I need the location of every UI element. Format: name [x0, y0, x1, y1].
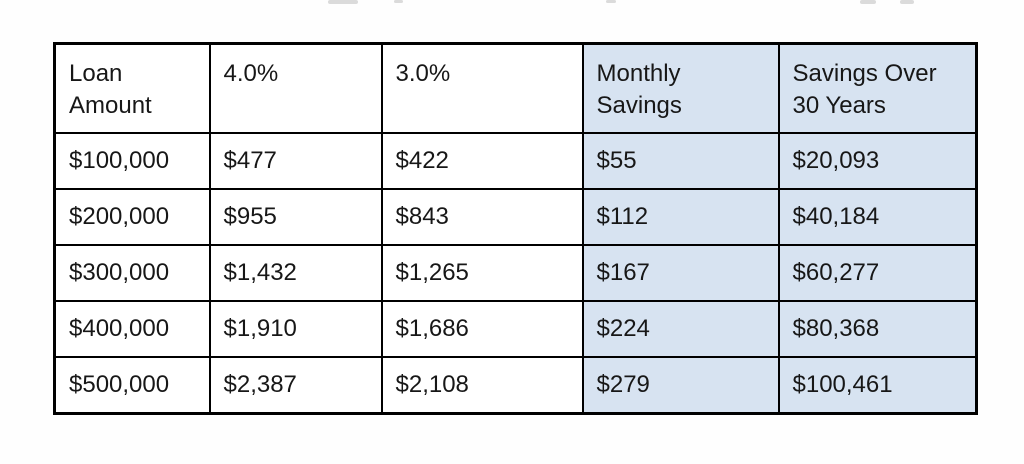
table-cell: $224 — [581, 300, 780, 358]
table-header-row: Loan Amount 4.0% 3.0% Monthly Savings Saving… — [53, 42, 978, 134]
table-cell: $167 — [581, 244, 780, 302]
table-cell: $55 — [581, 132, 780, 190]
table-row: $400,000 $1,910 $1,686 $224 $80,368 — [53, 300, 978, 358]
table-cell: $500,000 — [53, 356, 211, 414]
column-header-monthly-savings: Monthly Savings — [581, 42, 780, 134]
table-cell: $422 — [380, 132, 584, 190]
table-row: $100,000 $477 $422 $55 $20,093 — [53, 132, 978, 190]
column-header-loan-amount: Loan Amount — [53, 42, 211, 134]
table-cell: $1,432 — [208, 244, 383, 302]
table-cell: $955 — [208, 188, 383, 246]
table-cell: $80,368 — [777, 300, 978, 358]
cropped-title-fragment — [394, 0, 403, 3]
table-cell: $100,000 — [53, 132, 211, 190]
loan-savings-table: Loan Amount 4.0% 3.0% Monthly Savings Saving… — [53, 42, 978, 415]
table-cell: $40,184 — [777, 188, 978, 246]
table-cell: $100,461 — [777, 356, 978, 414]
table-row: $500,000 $2,387 $2,108 $279 $100,461 — [53, 356, 978, 414]
column-header-4-0-: 4.0% — [208, 42, 383, 134]
table-cell: $843 — [380, 188, 584, 246]
table-cell: $112 — [581, 188, 780, 246]
table-row: $300,000 $1,432 $1,265 $167 $60,277 — [53, 244, 978, 302]
table-cell: $2,108 — [380, 356, 584, 414]
table-cell: $1,686 — [380, 300, 584, 358]
cropped-title-fragment — [606, 0, 616, 3]
table-cell: $300,000 — [53, 244, 211, 302]
cropped-title-fragment — [900, 0, 914, 4]
column-header-savings-over-30-years: Savings Over 30 Years — [777, 42, 978, 134]
table-cell: $20,093 — [777, 132, 978, 190]
cropped-title-fragment — [860, 0, 876, 4]
table-cell: $60,277 — [777, 244, 978, 302]
loan-savings-table-container: Loan Amount 4.0% 3.0% Monthly Savings Saving… — [53, 42, 978, 415]
cropped-title-fragment — [328, 0, 358, 4]
table-cell: $279 — [581, 356, 780, 414]
table-row: $200,000 $955 $843 $112 $40,184 — [53, 188, 978, 246]
column-header-3-0-: 3.0% — [380, 42, 584, 134]
table-cell: $477 — [208, 132, 383, 190]
table-cell: $200,000 — [53, 188, 211, 246]
table-cell: $1,910 — [208, 300, 383, 358]
table-cell: $1,265 — [380, 244, 584, 302]
table-cell: $400,000 — [53, 300, 211, 358]
table-cell: $2,387 — [208, 356, 383, 414]
